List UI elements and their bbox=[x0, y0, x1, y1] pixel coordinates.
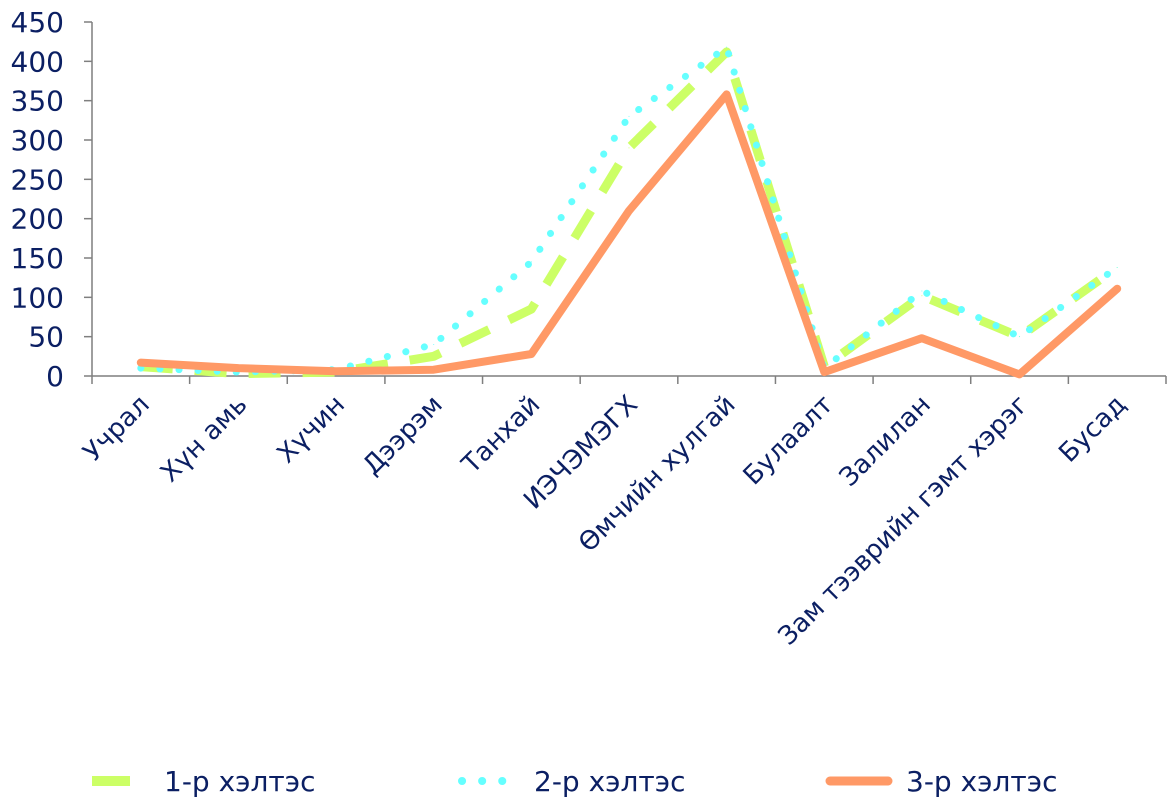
data-point bbox=[237, 367, 239, 369]
x-category-label: Булаалт bbox=[738, 390, 839, 491]
data-point bbox=[628, 210, 630, 212]
data-point bbox=[433, 355, 435, 357]
x-category-label: Бусад bbox=[1053, 390, 1132, 469]
data-point bbox=[140, 362, 142, 364]
data-point bbox=[1116, 266, 1118, 268]
data-point bbox=[628, 147, 630, 149]
data-point bbox=[921, 337, 923, 339]
legend-label: 3-р хэлтэс bbox=[906, 765, 1058, 798]
x-category-label: Танхай bbox=[456, 390, 547, 481]
legend-label: 2-р хэлтэс bbox=[534, 765, 686, 798]
data-point bbox=[921, 290, 923, 292]
y-tick-label: 300 bbox=[11, 124, 64, 157]
x-category-label: Хүн амь bbox=[155, 390, 254, 489]
y-tick-label: 0 bbox=[46, 360, 64, 393]
data-point bbox=[140, 367, 142, 369]
data-point bbox=[433, 369, 435, 371]
y-tick-label: 400 bbox=[11, 45, 64, 78]
data-point bbox=[335, 370, 337, 372]
data-point bbox=[530, 308, 532, 310]
data-point bbox=[628, 115, 630, 117]
y-tick-label: 200 bbox=[11, 203, 64, 236]
y-tick-label: 250 bbox=[11, 163, 64, 196]
legend-label: 1-р хэлтэс bbox=[164, 765, 316, 798]
data-point bbox=[433, 344, 435, 346]
series-line bbox=[136, 90, 1122, 379]
legend-item: 2-р хэлтэс bbox=[458, 765, 686, 798]
y-axis: 0 50 100 150 200 250 300 350 400 450 bbox=[11, 6, 93, 393]
y-tick-label: 150 bbox=[11, 242, 64, 275]
data-point bbox=[726, 46, 728, 48]
data-point bbox=[1116, 288, 1118, 290]
legend: 1-р хэлтэс 2-р хэлтэс 3-р хэлтэс bbox=[92, 765, 1058, 798]
series-layer bbox=[136, 43, 1122, 379]
data-point bbox=[1019, 336, 1021, 338]
data-point bbox=[823, 371, 825, 373]
x-category-label: Залилан bbox=[834, 390, 937, 493]
data-point bbox=[726, 93, 728, 95]
data-point bbox=[921, 295, 923, 297]
legend-item: 1-р хэлтэс bbox=[92, 765, 316, 798]
x-category-label: Хүчин bbox=[272, 390, 352, 470]
data-point bbox=[530, 261, 532, 263]
data-point bbox=[1019, 373, 1021, 375]
legend-item: 3-р хэлтэс bbox=[825, 765, 1058, 798]
y-tick-label: 350 bbox=[11, 85, 64, 118]
y-tick-label: 50 bbox=[28, 321, 64, 354]
y-tick-label: 450 bbox=[11, 6, 64, 39]
x-category-label: Дээрэм bbox=[357, 390, 448, 481]
y-tick-label: 100 bbox=[11, 281, 64, 314]
x-axis: Учрал Хүн амь Хүчин Дээрэм ТанхайИЭЧЭМЭГХӨмч… bbox=[78, 375, 1167, 651]
data-point bbox=[530, 353, 532, 355]
series-3 bbox=[136, 90, 1122, 379]
x-category-label: Учрал bbox=[78, 390, 156, 468]
